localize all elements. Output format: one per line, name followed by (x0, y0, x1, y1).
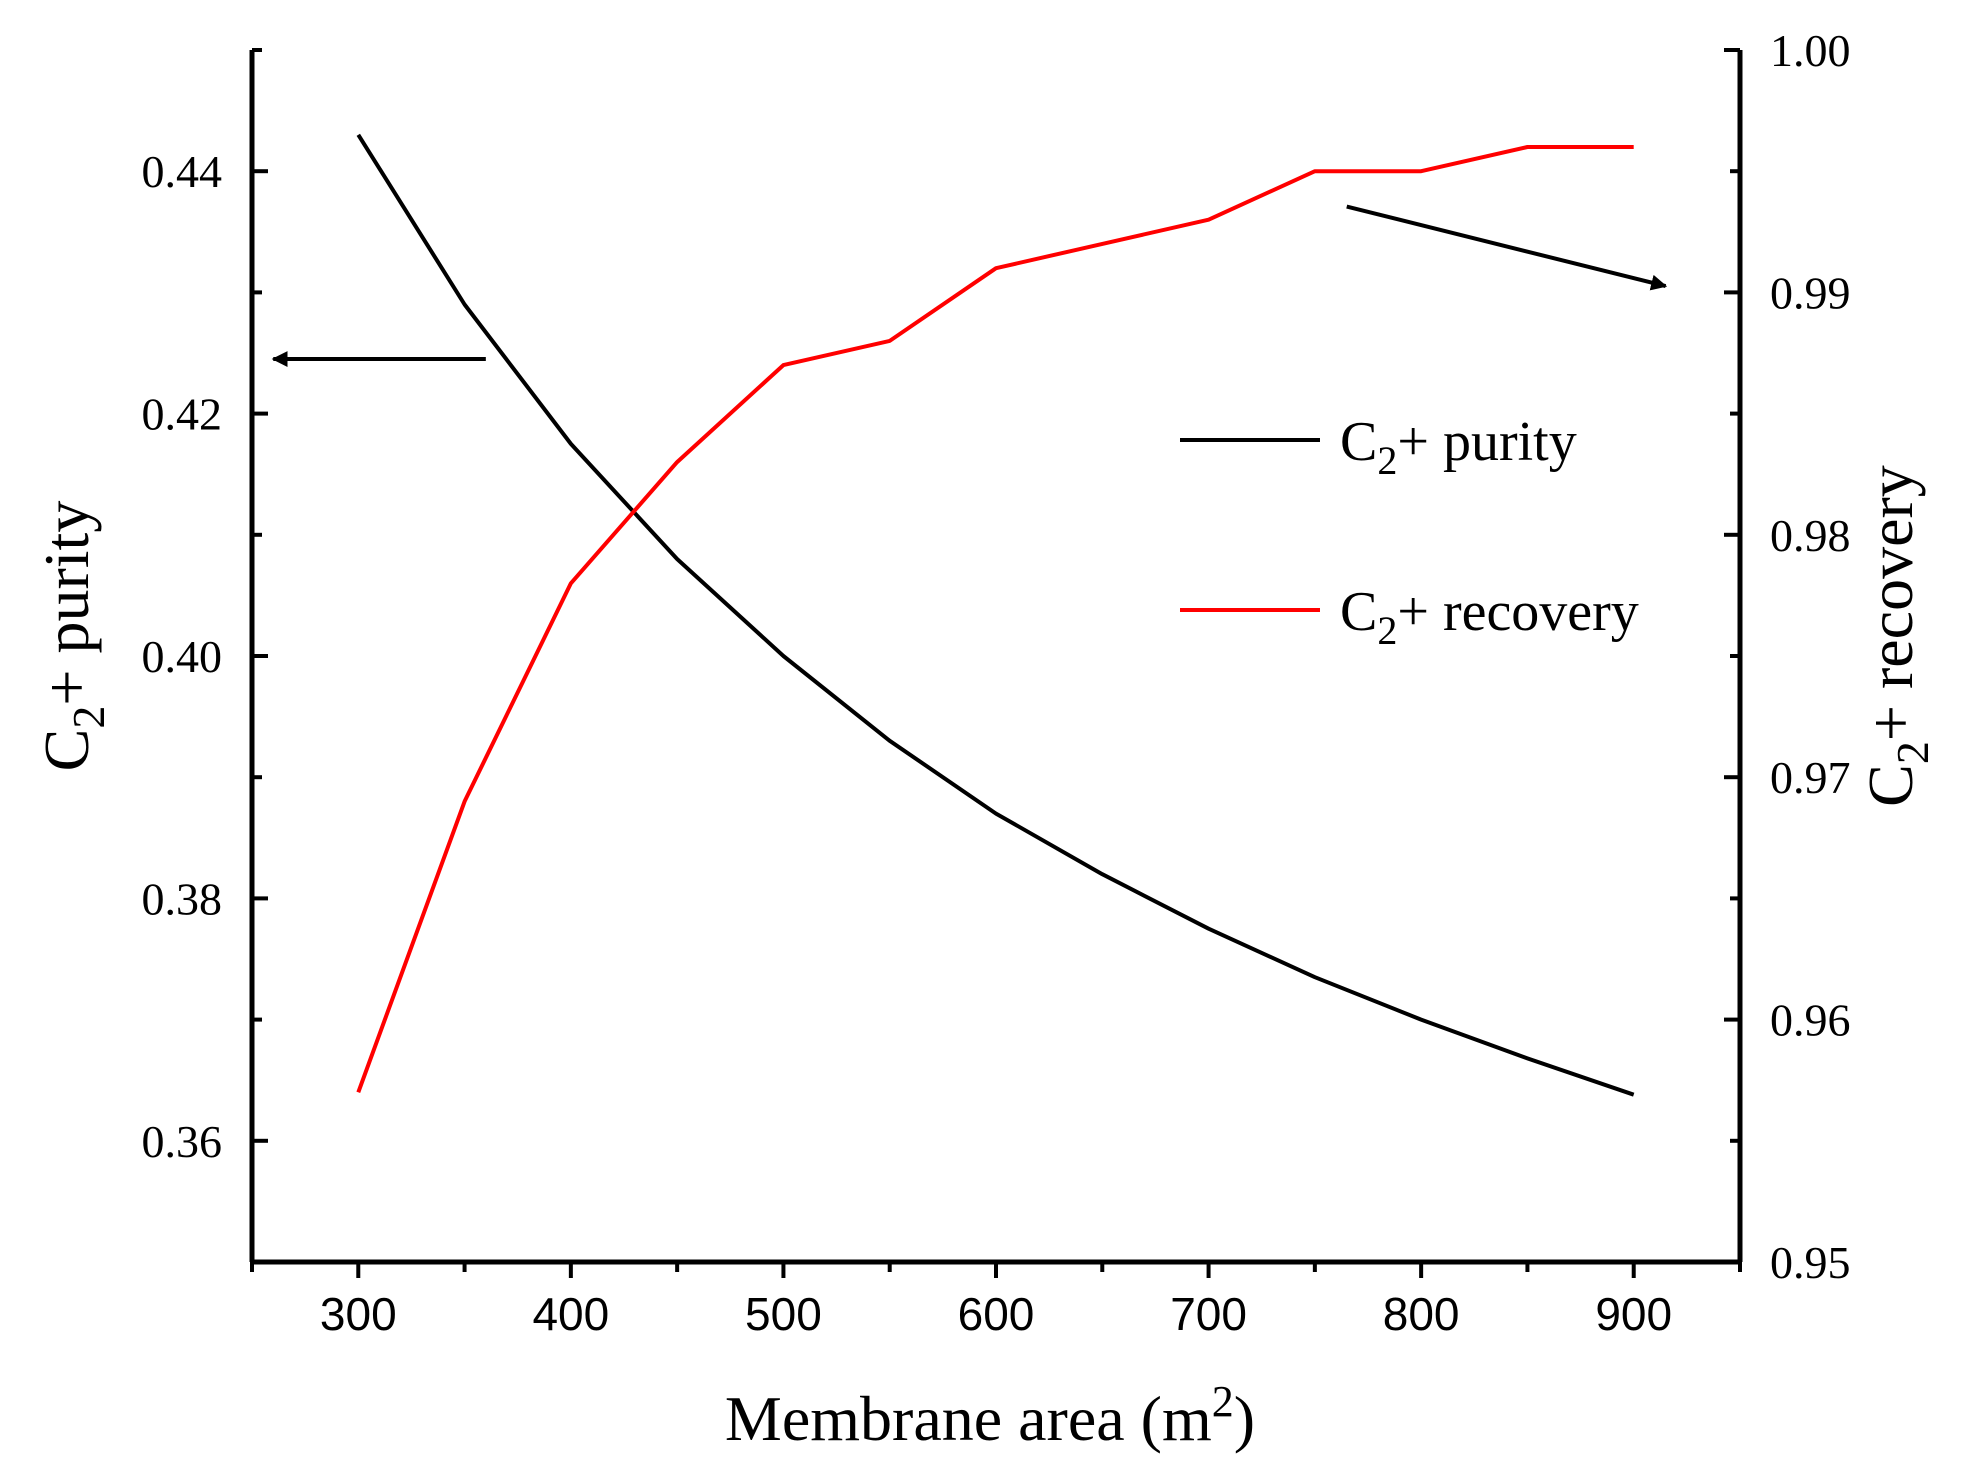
legend: C2+ purity C2+ recovery (1180, 411, 1639, 653)
y-right-tick-label: 0.96 (1770, 995, 1851, 1046)
x-tick-label: 300 (320, 1288, 397, 1340)
x-tick-label: 900 (1595, 1288, 1672, 1340)
series-line-recovery (356, 145, 1634, 1093)
plot-area: 300 400 500 600 700 800 900 0.36 0.38 0.40 0.42 0.4… (142, 25, 1851, 1340)
x-tick-label: 700 (1170, 1288, 1247, 1340)
x-tick-label: 500 (745, 1288, 822, 1340)
y-axis-right-title: C2+ recovery (1855, 465, 1938, 807)
y-left-tick-label: 0.38 (142, 873, 223, 924)
y-right-tick-label: 0.97 (1770, 752, 1851, 803)
y-left-tick-label: 0.40 (142, 631, 223, 682)
x-tick-label: 400 (532, 1288, 609, 1340)
legend-label-recovery: C2+ recovery (1340, 581, 1639, 653)
y-left-tick-label: 0.42 (142, 389, 223, 440)
x-axis-title: Membrane area (m2) (725, 1377, 1255, 1454)
y-right-tick-label: 0.95 (1770, 1237, 1851, 1288)
y-left-tick-label: 0.36 (142, 1116, 223, 1167)
arrow-to-right-axis (1346, 204, 1668, 291)
y-axis-left-title: C2+ purity (31, 501, 114, 772)
y-right-tick-label: 0.98 (1770, 510, 1851, 561)
x-tick-label: 800 (1383, 1288, 1460, 1340)
y-right-tick-label: 1.00 (1770, 25, 1851, 76)
y-right-tick-label: 0.99 (1770, 267, 1851, 318)
y-left-tick-label: 0.44 (142, 146, 223, 197)
legend-label-purity: C2+ purity (1340, 411, 1577, 483)
x-tick-label: 600 (958, 1288, 1035, 1340)
series-line-purity (356, 133, 1635, 1097)
